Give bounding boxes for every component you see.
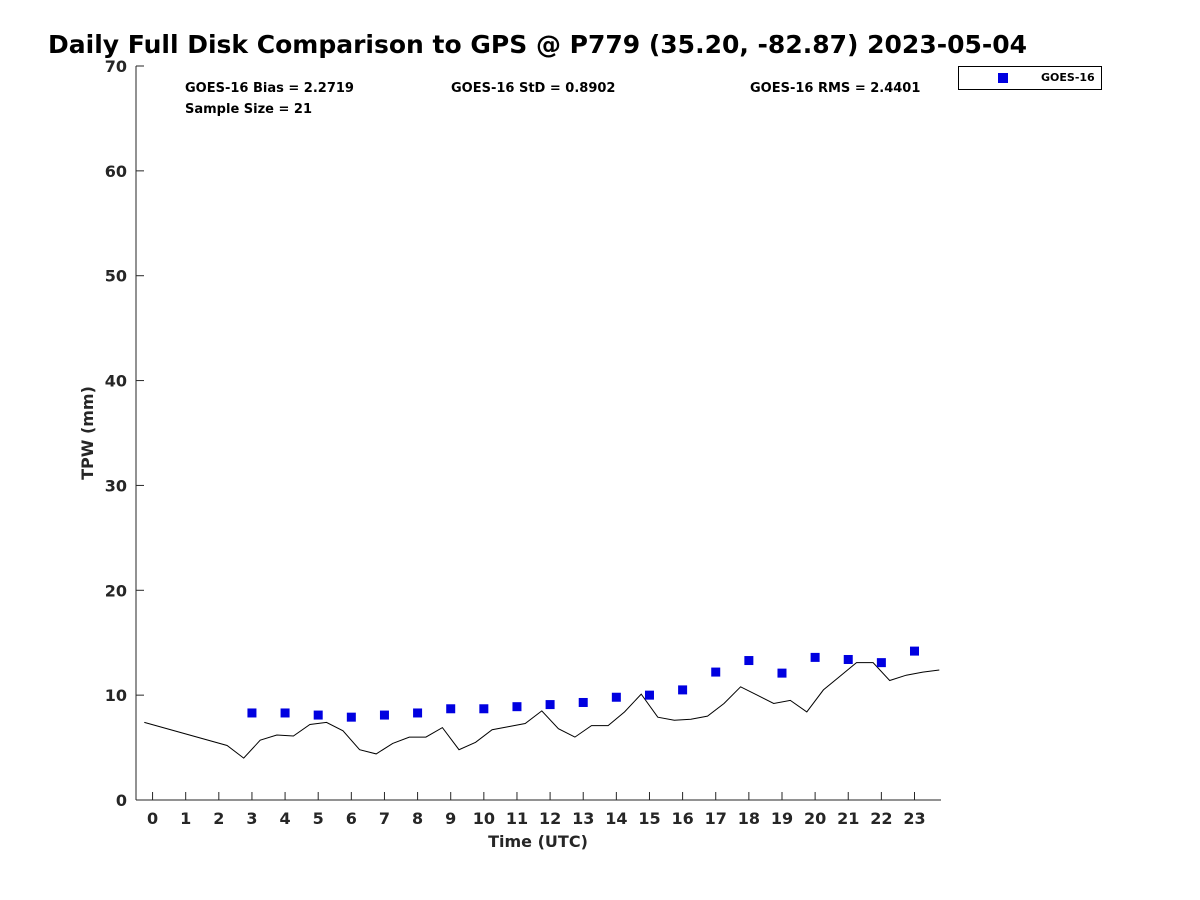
y-tick-label: 0 (116, 791, 127, 810)
y-tick-label: 20 (105, 581, 127, 600)
goes16-point (678, 685, 688, 695)
x-tick-label: 16 (671, 809, 693, 828)
goes16-point (280, 708, 290, 718)
goes16-point (777, 668, 787, 678)
y-tick-label: 30 (105, 476, 127, 495)
x-tick-label: 22 (870, 809, 892, 828)
std-stat: GOES-16 StD = 0.8902 (451, 81, 615, 96)
goes16-point (843, 654, 853, 664)
goes16-point (247, 708, 257, 718)
x-tick-label: 3 (246, 809, 257, 828)
x-tick-label: 21 (837, 809, 859, 828)
x-tick-label: 19 (771, 809, 793, 828)
x-tick-label: 9 (445, 809, 456, 828)
goes16-point (413, 708, 423, 718)
legend-marker-goes16 (998, 73, 1008, 83)
x-tick-label: 20 (804, 809, 826, 828)
gps-line-series (144, 662, 940, 759)
chart-title: Daily Full Disk Comparison to GPS @ P779… (48, 30, 1028, 59)
goes16-point (711, 667, 721, 677)
x-tick-label: 2 (213, 809, 224, 828)
goes16-point (611, 692, 621, 702)
y-tick-label: 10 (105, 686, 127, 705)
sample-size-stat: Sample Size = 21 (185, 102, 312, 117)
x-tick-label: 1 (180, 809, 191, 828)
legend-box (958, 66, 1102, 90)
x-tick-label: 15 (638, 809, 660, 828)
y-tick-label: 40 (105, 372, 127, 391)
x-tick-label: 4 (280, 809, 291, 828)
legend: GOES-16 (958, 66, 1102, 90)
goes16-point (545, 700, 555, 710)
goes16-point (313, 710, 323, 720)
x-tick-label: 17 (705, 809, 727, 828)
rms-stat: GOES-16 RMS = 2.4401 (750, 81, 920, 96)
goes16-point (876, 658, 886, 668)
x-axis-label: Time (UTC) (488, 832, 588, 851)
goes16-point-series (247, 646, 919, 722)
x-tick-label: 8 (412, 809, 423, 828)
x-tick-label: 6 (346, 809, 357, 828)
x-tick-label: 10 (473, 809, 495, 828)
x-tick-label: 14 (605, 809, 627, 828)
goes16-point (512, 702, 522, 712)
goes16-point (346, 712, 356, 722)
goes16-point (479, 704, 489, 714)
goes16-point (446, 704, 456, 714)
goes16-point (578, 697, 588, 707)
goes16-point (744, 656, 754, 666)
goes16-point (909, 646, 919, 656)
x-tick-label: 12 (539, 809, 561, 828)
goes16-point (379, 710, 389, 720)
bias-stat: GOES-16 Bias = 2.2719 (185, 81, 354, 96)
legend-label-goes16: GOES-16 (1041, 71, 1095, 84)
goes16-point (644, 690, 654, 700)
axes (135, 66, 941, 801)
y-tick-label: 50 (105, 267, 127, 286)
goes16-point (810, 652, 820, 662)
y-axis-label: TPW (mm) (78, 386, 97, 480)
x-tick-label: 18 (738, 809, 760, 828)
gps-tpw-line (144, 662, 940, 759)
x-tick-label: 7 (379, 809, 390, 828)
x-tick-label: 13 (572, 809, 594, 828)
x-tick-label: 5 (313, 809, 324, 828)
y-tick-label: 70 (105, 57, 127, 76)
y-tick-label: 60 (105, 162, 127, 181)
x-tick-label: 11 (506, 809, 528, 828)
x-tick-label: 0 (147, 809, 158, 828)
x-tick-label: 23 (903, 809, 925, 828)
